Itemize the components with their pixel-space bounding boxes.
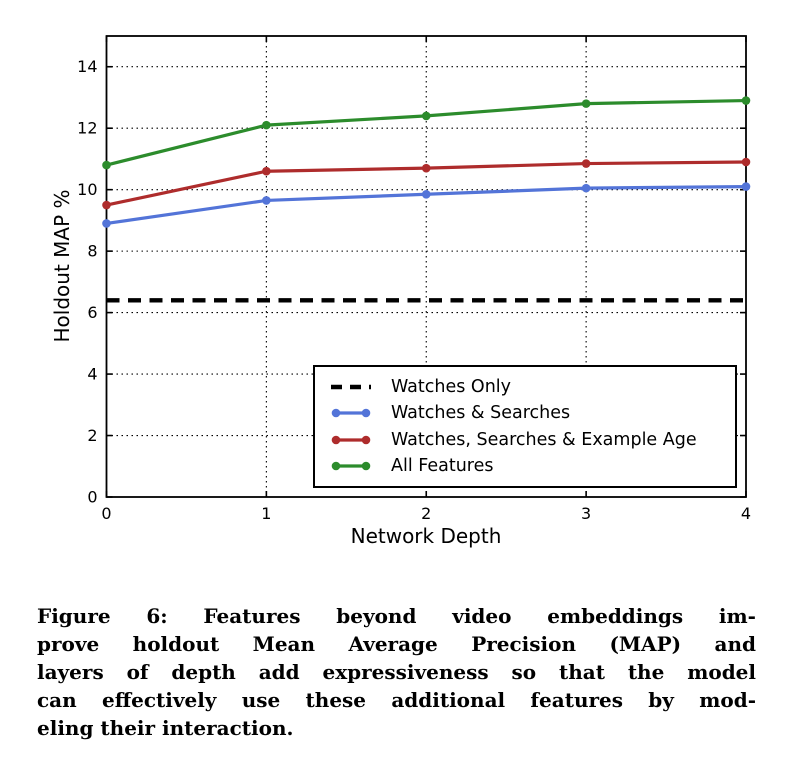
marker-watches-searches-x1 xyxy=(262,196,271,205)
legend-line-sample-icon xyxy=(331,408,371,418)
x-tick-label-0: 0 xyxy=(101,504,111,523)
legend-item-watches-searches-example-age: Watches, Searches & Example Age xyxy=(328,430,731,450)
y-tick-label-4: 4 xyxy=(87,365,97,384)
marker-all-features-x2 xyxy=(421,111,431,121)
legend-line-sample-icon xyxy=(331,462,371,471)
legend-item-watches-searches: Watches & Searches xyxy=(328,403,731,423)
legend-item-all-features: All Features xyxy=(328,456,731,476)
legend-label-watches-only: Watches Only xyxy=(391,376,512,397)
plot-frame xyxy=(105,35,747,498)
x-tick-label-2: 2 xyxy=(421,504,431,523)
y-tick-label-6: 6 xyxy=(87,303,97,322)
marker-all-features-x0 xyxy=(102,160,111,170)
y-tick-label-10: 10 xyxy=(77,180,97,199)
y-tick-label-12: 12 xyxy=(77,119,97,138)
y-tick-label-0: 0 xyxy=(87,488,97,507)
caption-line-4: can effectively use these additional fea… xyxy=(37,688,756,712)
legend-label-watches-searches: Watches & Searches xyxy=(391,403,571,424)
marker-watches-searches-example-age-x2 xyxy=(421,163,431,173)
y-tick-label-14: 14 xyxy=(77,57,97,76)
y-axis-label: Holdout MAP % xyxy=(50,189,74,343)
y-tick-label-8: 8 xyxy=(87,242,97,261)
x-tick-label-4: 4 xyxy=(741,504,751,523)
map-vs-depth-chart: 0 1 2 3 4 0 2 4 6 8 10 12 14 Holdout MAP % Network D… xyxy=(50,35,751,548)
series-line-all-features xyxy=(106,98,747,167)
marker-all-features-x3 xyxy=(581,99,591,108)
legend-label-watches-searches-example-age: Watches, Searches & Example Age xyxy=(391,429,697,450)
y-tick-label-2: 2 xyxy=(87,426,97,445)
caption-line-5: eling their interaction. xyxy=(37,716,294,740)
marker-watches-searches-x2 xyxy=(421,189,431,199)
marker-watches-searches-x0 xyxy=(102,219,111,228)
x-axis-label: Network Depth xyxy=(350,524,502,548)
x-tick-label-1: 1 xyxy=(261,504,271,523)
marker-watches-searches-example-age-x0 xyxy=(102,200,111,210)
legend-item-watches-only: Watches Only xyxy=(328,377,731,397)
marker-watches-searches-example-age-x3 xyxy=(581,159,591,168)
marker-watches-searches-x3 xyxy=(581,183,591,193)
marker-all-features-x4 xyxy=(741,96,751,105)
x-tick-label-3: 3 xyxy=(581,504,591,523)
figure-caption: Figure 6: Features beyond video embeddin… xyxy=(37,602,756,742)
legend-label-all-features: All Features xyxy=(391,456,494,477)
marker-watches-searches-example-age-x1 xyxy=(262,166,271,176)
marker-watches-searches-x4 xyxy=(741,182,751,191)
legend-line-sample-icon xyxy=(331,435,371,445)
caption-line-3: layers of depth add expressiveness so th… xyxy=(37,660,756,684)
legend-line-sample-icon xyxy=(331,384,371,389)
caption-line-1: Figure 6: Features beyond video embeddin… xyxy=(37,604,756,628)
chart-legend: Watches Only Watches & Searches Watches, S… xyxy=(313,365,737,488)
marker-all-features-x1 xyxy=(262,120,271,130)
caption-line-2: prove holdout Mean Average Precision (MA… xyxy=(37,632,756,656)
marker-watches-searches-example-age-x4 xyxy=(741,157,751,167)
